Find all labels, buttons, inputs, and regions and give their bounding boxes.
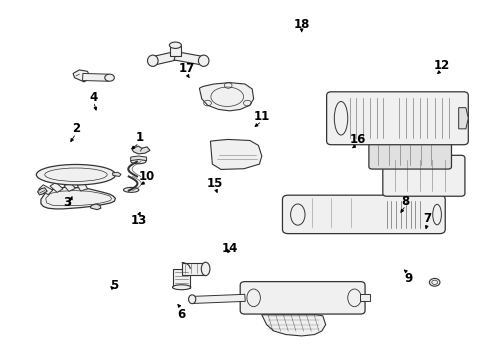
- Ellipse shape: [147, 55, 158, 66]
- Polygon shape: [73, 70, 90, 82]
- Polygon shape: [90, 204, 101, 210]
- Text: 7: 7: [423, 212, 432, 225]
- Text: 16: 16: [350, 133, 366, 146]
- Ellipse shape: [172, 285, 191, 290]
- Text: 6: 6: [177, 307, 186, 320]
- Text: 17: 17: [178, 62, 195, 75]
- Text: 12: 12: [434, 59, 450, 72]
- Text: 18: 18: [294, 18, 310, 31]
- Polygon shape: [262, 315, 326, 336]
- Polygon shape: [170, 46, 181, 56]
- Polygon shape: [360, 294, 370, 301]
- Polygon shape: [38, 188, 47, 195]
- Ellipse shape: [123, 188, 139, 192]
- Text: 9: 9: [404, 272, 413, 285]
- Ellipse shape: [334, 102, 348, 135]
- Polygon shape: [39, 185, 53, 195]
- Polygon shape: [192, 294, 245, 303]
- Polygon shape: [50, 183, 63, 192]
- Polygon shape: [173, 269, 190, 288]
- Ellipse shape: [198, 55, 209, 66]
- Text: 14: 14: [221, 242, 238, 255]
- Text: 1: 1: [135, 131, 144, 144]
- Ellipse shape: [189, 295, 196, 303]
- Text: 4: 4: [90, 91, 98, 104]
- Polygon shape: [41, 187, 115, 209]
- Text: 13: 13: [130, 214, 147, 227]
- Ellipse shape: [201, 262, 210, 276]
- FancyBboxPatch shape: [282, 195, 445, 234]
- FancyBboxPatch shape: [327, 92, 468, 145]
- Polygon shape: [199, 83, 254, 111]
- Polygon shape: [64, 183, 75, 192]
- Text: 5: 5: [110, 279, 119, 292]
- Text: 3: 3: [63, 197, 72, 210]
- Ellipse shape: [170, 42, 181, 48]
- Ellipse shape: [429, 278, 440, 286]
- FancyBboxPatch shape: [369, 140, 451, 169]
- Text: 2: 2: [72, 122, 80, 135]
- Text: 8: 8: [402, 195, 410, 208]
- Text: 10: 10: [139, 170, 155, 183]
- FancyBboxPatch shape: [240, 282, 365, 314]
- FancyBboxPatch shape: [383, 155, 465, 196]
- Polygon shape: [459, 108, 468, 129]
- Polygon shape: [152, 52, 177, 65]
- Polygon shape: [132, 146, 150, 154]
- Ellipse shape: [36, 165, 116, 185]
- Ellipse shape: [291, 204, 305, 225]
- Text: 11: 11: [254, 110, 270, 123]
- Ellipse shape: [131, 159, 146, 164]
- Polygon shape: [210, 139, 262, 170]
- Polygon shape: [77, 183, 88, 191]
- Ellipse shape: [105, 74, 114, 81]
- Text: 15: 15: [207, 177, 223, 190]
- Polygon shape: [174, 52, 204, 65]
- Polygon shape: [182, 262, 206, 275]
- Polygon shape: [82, 73, 108, 81]
- Ellipse shape: [433, 204, 441, 225]
- Polygon shape: [113, 172, 121, 176]
- Polygon shape: [131, 156, 147, 161]
